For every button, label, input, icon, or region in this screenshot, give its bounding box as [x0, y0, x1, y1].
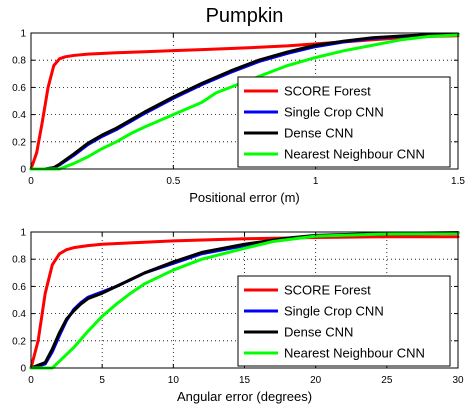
chart-title: Pumpkin — [206, 5, 284, 27]
legend-label-score-forest: SCORE Forest — [284, 283, 371, 298]
y-tick-label: 0.4 — [12, 309, 26, 320]
series-line-nearest-neighbour-cnn — [29, 33, 460, 171]
axes-frame — [30, 32, 459, 170]
x-tick-label: 30 — [452, 375, 464, 386]
y-tick-label: 1 — [20, 228, 26, 239]
y-tick-label: 0.8 — [12, 56, 26, 67]
x-tick-label: 10 — [168, 375, 180, 386]
y-tick-label: 0.2 — [12, 336, 26, 347]
legend-label-nearest-neighbour-cnn: Nearest Neighbour CNN — [284, 147, 425, 162]
x-tick-label: 25 — [381, 375, 393, 386]
x-tick-label: 0 — [28, 375, 34, 386]
x-tick-label: 5 — [99, 375, 105, 386]
y-tick-label: 0.8 — [12, 255, 26, 266]
x-tick-label: 20 — [310, 375, 322, 386]
x-tick-label: 1 — [313, 176, 319, 187]
x-axis-label: Positional error (m) — [189, 190, 300, 205]
y-tick-label: 0 — [20, 364, 26, 375]
legend-label-dense-cnn: Dense CNN — [284, 325, 353, 340]
y-tick-label: 0.4 — [12, 110, 26, 121]
series-line-dense-cnn — [29, 231, 460, 370]
y-tick-label: 0.2 — [12, 137, 26, 148]
y-tick-label: 0.6 — [12, 83, 26, 94]
y-tick-label: 1 — [20, 29, 26, 40]
y-tick-label: 0.6 — [12, 282, 26, 293]
x-tick-label: 0 — [28, 176, 34, 187]
legend-label-nearest-neighbour-cnn: Nearest Neighbour CNN — [284, 346, 425, 361]
x-axis-label: Angular error (degrees) — [177, 389, 312, 404]
series-line-dense-cnn — [29, 32, 460, 171]
legend-label-dense-cnn: Dense CNN — [284, 126, 353, 141]
legend-label-single-crop-cnn: Single Crop CNN — [284, 304, 384, 319]
legend: SCORE Forest Single Crop CNN Dense CNN Near… — [237, 275, 451, 367]
x-tick-label: 1.5 — [451, 176, 465, 187]
legend-label-score-forest: SCORE Forest — [284, 84, 371, 99]
plot-positional-error: Pumpkin 0 0.5 1 1.5 0 0.2 0.4 0.6 0.8 1 Positional … — [12, 5, 465, 205]
legend: SCORE Forest Single Crop CNN Dense CNN Near… — [237, 76, 451, 168]
x-tick-label: 0.5 — [166, 176, 180, 187]
series-line-nearest-neighbour-cnn — [29, 231, 460, 370]
y-tick-label: 0 — [20, 165, 26, 176]
plot-angular-error: 0 5 10 15 20 25 30 0 0.2 0.4 0.6 0.8 1 Angular error … — [12, 228, 464, 405]
x-tick-label: 15 — [239, 375, 251, 386]
legend-label-single-crop-cnn: Single Crop CNN — [284, 105, 384, 120]
